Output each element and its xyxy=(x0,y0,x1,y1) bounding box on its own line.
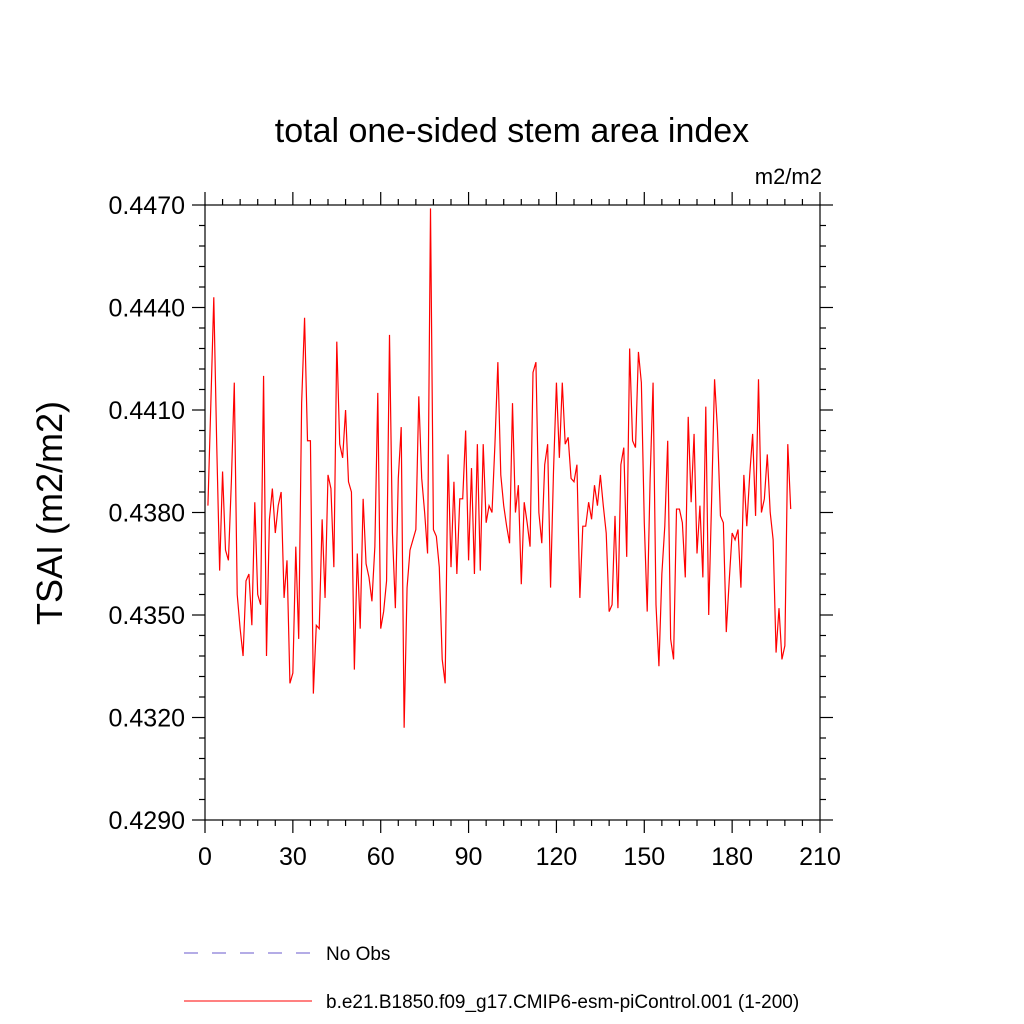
x-tick-label: 120 xyxy=(536,843,578,871)
y-tick-label: 0.4380 xyxy=(109,500,185,528)
y-tick-label: 0.4320 xyxy=(109,705,185,733)
x-tick-label: 30 xyxy=(279,843,307,871)
legend-label: b.e21.B1850.f09_g17.CMIP6-esm-piControl.… xyxy=(326,992,799,1013)
y-axis-ticks xyxy=(192,204,833,821)
units-label: m2/m2 xyxy=(755,164,822,189)
y-tick-label: 0.4350 xyxy=(109,602,185,630)
x-tick-label: 180 xyxy=(711,843,753,871)
x-tick-label: 60 xyxy=(367,843,395,871)
chart-title: total one-sided stem area index xyxy=(275,112,749,150)
y-tick-label: 0.4440 xyxy=(109,295,185,323)
y-axis-label: TSAI (m2/m2) xyxy=(29,401,70,625)
x-tick-label: 150 xyxy=(623,843,665,871)
legend-label: No Obs xyxy=(326,944,390,965)
legend: No Obs b.e21.B1850.f09_g17.CMIP6-esm-piCo… xyxy=(184,944,799,1013)
y-axis-tick-labels: 0.4290 0.4320 0.4350 0.4380 0.4410 0.4440 0.44… xyxy=(109,192,185,835)
y-tick-label: 0.4470 xyxy=(109,192,185,220)
series-line xyxy=(207,208,792,728)
plot-frame xyxy=(204,204,821,821)
x-axis-ticks xyxy=(204,192,821,833)
x-tick-label: 0 xyxy=(198,843,212,871)
x-tick-label: 210 xyxy=(799,843,841,871)
x-axis-tick-labels: 0 30 60 90 120 150 180 210 xyxy=(198,843,841,871)
y-tick-label: 0.4290 xyxy=(109,807,185,835)
y-tick-label: 0.4410 xyxy=(109,397,185,425)
x-tick-label: 90 xyxy=(455,843,483,871)
